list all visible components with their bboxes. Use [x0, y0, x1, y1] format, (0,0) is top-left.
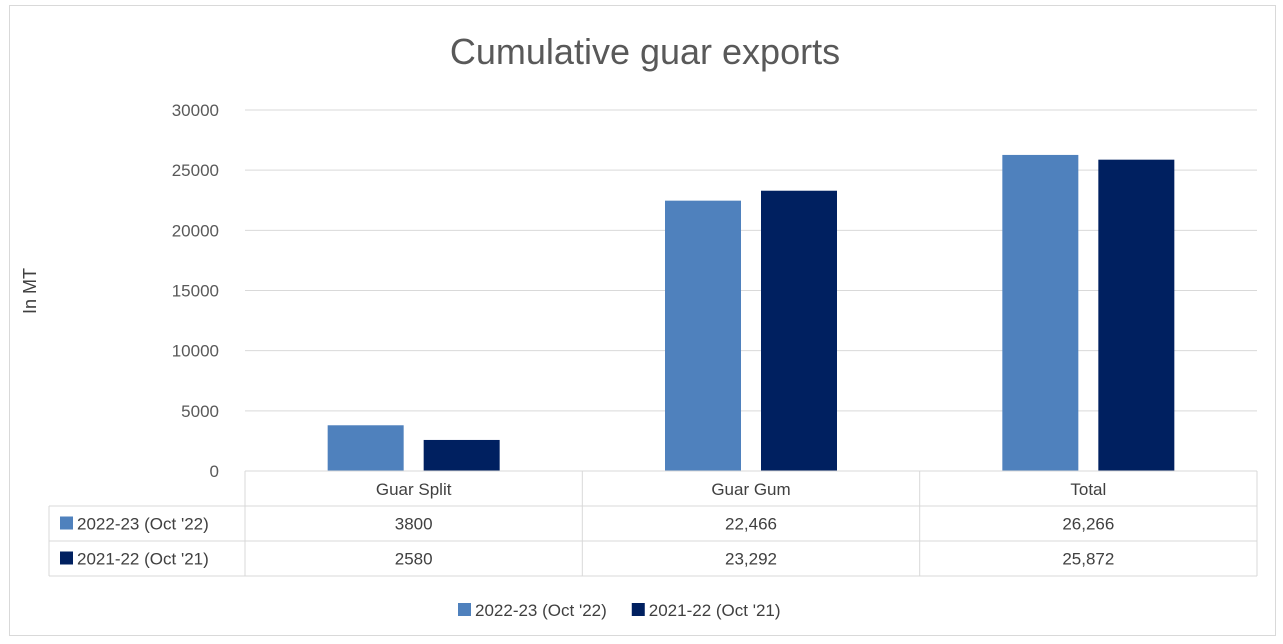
- bar: [761, 190, 837, 471]
- data-label: 26,266: [1062, 515, 1114, 534]
- bar: [665, 200, 741, 472]
- y-tick-label: 15000: [172, 282, 219, 301]
- y-tick-label: 0: [210, 462, 219, 481]
- data-label: 22,466: [725, 515, 777, 534]
- category-label: Total: [1070, 480, 1106, 499]
- y-axis-ticks: 0 5000 10000 15000 20000 25000 30000: [172, 101, 219, 481]
- bar: [1098, 159, 1175, 472]
- y-tick-label: 25000: [172, 161, 219, 180]
- gridlines: [245, 109, 1257, 412]
- y-tick-label: 30000: [172, 101, 219, 120]
- table-series-label: 2021-22 (Oct '21): [77, 550, 209, 569]
- bar: [327, 425, 404, 471]
- chart-title: Cumulative guar exports: [450, 31, 840, 72]
- bar: [1002, 154, 1079, 471]
- bar: [423, 439, 500, 471]
- table-legend-swatch: [60, 516, 73, 530]
- data-label: 3800: [395, 515, 433, 534]
- legend-swatch: [631, 603, 645, 616]
- legend-label: 2021-22 (Oct '21): [649, 601, 781, 620]
- legend-swatch: [458, 603, 471, 616]
- data-label: 23,292: [725, 550, 777, 569]
- y-tick-label: 5000: [181, 402, 219, 421]
- category-label: Guar Gum: [711, 480, 790, 499]
- table-legend-swatch: [60, 551, 73, 565]
- y-tick-label: 20000: [172, 221, 219, 240]
- data-label: 25,872: [1062, 550, 1114, 569]
- y-axis-label: In MT: [20, 268, 40, 314]
- category-label: Guar Split: [376, 480, 452, 499]
- data-label: 2580: [395, 550, 433, 569]
- bars: [327, 154, 1175, 472]
- data-table: Guar Split Guar Gum Total 2022-23 (Oct '22)…: [48, 470, 1258, 577]
- legend-label: 2022-23 (Oct '22): [475, 601, 607, 620]
- table-series-label: 2022-23 (Oct '22): [77, 515, 209, 534]
- y-tick-label: 10000: [172, 342, 219, 361]
- legend: 2022-23 (Oct '22) 2021-22 (Oct '21): [458, 601, 781, 620]
